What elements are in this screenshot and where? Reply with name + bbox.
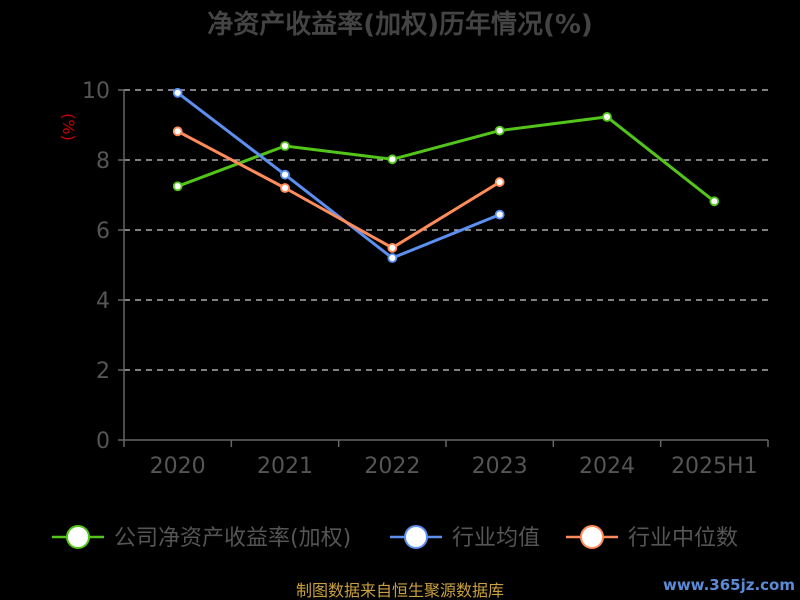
data-point[interactable]: [387, 253, 398, 263]
legend-label: 公司净资产收益率(加权): [114, 526, 351, 551]
chart-title: 净资产收益率(加权)历年情况(%): [207, 9, 593, 40]
data-point[interactable]: [280, 169, 290, 180]
data-point[interactable]: [280, 183, 290, 193]
data-point[interactable]: [387, 154, 398, 165]
x-tick-label: 2024: [579, 454, 635, 479]
y-tick-label: 2: [96, 359, 110, 384]
y-axis-label: (%): [59, 113, 78, 141]
y-tick-label: 4: [96, 289, 110, 314]
data-point[interactable]: [387, 242, 398, 253]
series-1: [172, 87, 505, 263]
data-point[interactable]: [494, 209, 505, 220]
legend-label: 行业均值: [452, 526, 540, 551]
watermark: www.365jz.com: [663, 576, 795, 594]
x-tick-label: 2022: [364, 454, 420, 479]
data-point[interactable]: [494, 125, 505, 136]
y-tick-label: 10: [82, 79, 110, 104]
y-tick-label: 8: [96, 149, 110, 174]
data-point[interactable]: [494, 177, 505, 187]
y-tick-label: 6: [96, 219, 110, 244]
legend-item[interactable]: 行业中位数: [566, 525, 738, 551]
data-point[interactable]: [709, 196, 720, 207]
x-tick-label: 2021: [257, 454, 313, 479]
data-point[interactable]: [172, 181, 183, 192]
y-tick-label: 0: [96, 429, 110, 454]
series-layer: [172, 87, 720, 263]
series-line: [176, 129, 502, 250]
axes: 0 2 4 6 8 10 2020 2021 2022 2023 2024 2025H1: [82, 79, 769, 479]
legend-marker: [66, 525, 90, 549]
legend-marker: [580, 525, 604, 549]
x-tick-label: 2020: [150, 454, 206, 479]
x-tick-label: 2023: [472, 454, 528, 479]
data-point[interactable]: [602, 112, 612, 122]
data-point[interactable]: [172, 87, 183, 98]
series-line: [176, 115, 716, 203]
legend[interactable]: 公司净资产收益率(加权) 行业均值 行业中位数: [52, 525, 738, 551]
source-note: 制图数据来自恒生聚源数据库: [296, 581, 504, 600]
data-point[interactable]: [172, 126, 183, 137]
x-tick-label: 2025H1: [671, 454, 758, 479]
grid: [124, 89, 768, 371]
legend-item[interactable]: 行业均值: [390, 525, 540, 551]
legend-label: 行业中位数: [628, 526, 738, 551]
legend-marker: [404, 525, 428, 549]
series-0: [172, 112, 720, 207]
series-line: [176, 91, 502, 260]
legend-item[interactable]: 公司净资产收益率(加权): [52, 525, 351, 551]
series-2: [172, 126, 505, 253]
data-point[interactable]: [280, 141, 290, 151]
